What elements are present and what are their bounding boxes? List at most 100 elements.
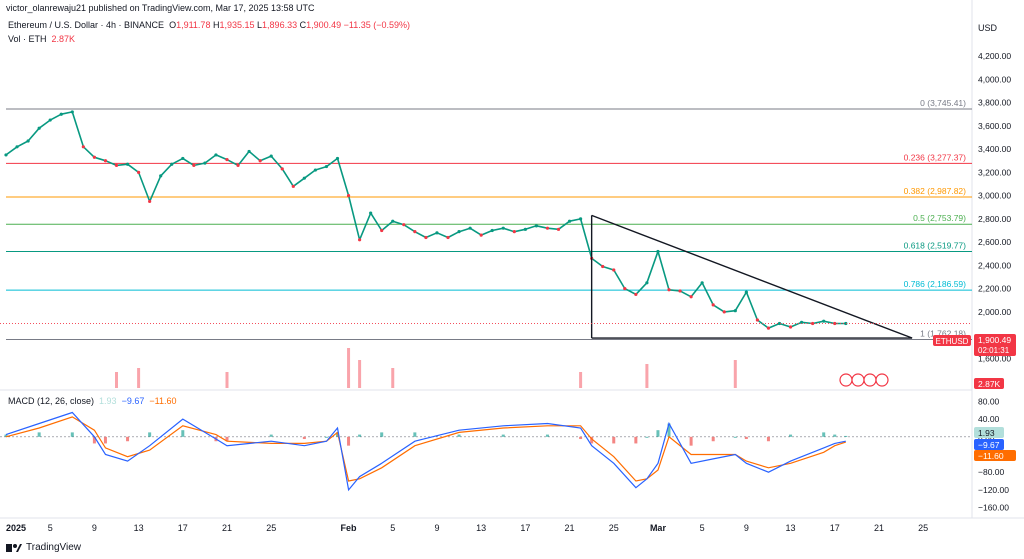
fib-level-label: 0 (3,745.41) — [920, 98, 966, 108]
price-point — [92, 155, 96, 159]
macd-histogram-bar — [833, 434, 837, 437]
price-tick-label: 2,800.00 — [978, 214, 1011, 224]
price-point — [468, 226, 472, 230]
price-point — [247, 149, 251, 154]
descending-trendline — [591, 214, 913, 339]
price-point — [744, 290, 748, 294]
time-tick-label: 9 — [744, 523, 749, 533]
macd-histogram-bar — [103, 436, 107, 444]
price-point — [181, 156, 185, 161]
fib-retracement[interactable]: 0 (3,745.41) 0.236 (3,277.37) 0.382 (2,987… — [6, 98, 972, 341]
macd-histogram-bar — [37, 432, 41, 437]
time-tick-label: 5 — [700, 523, 705, 533]
price-point — [313, 168, 317, 172]
currency-label: USD — [978, 23, 998, 33]
price-point — [324, 164, 329, 169]
price-point — [656, 249, 660, 254]
price-point — [4, 153, 8, 157]
price-point — [37, 126, 41, 130]
volume-bar — [358, 360, 362, 388]
price-point — [667, 288, 671, 292]
flag-icon[interactable] — [863, 373, 877, 387]
price-point — [523, 227, 527, 231]
flag-icon[interactable] — [851, 373, 865, 387]
macd-histogram-bar — [634, 436, 638, 444]
price-tick-label: 4,200.00 — [978, 51, 1011, 61]
macd-histogram-bar — [4, 434, 8, 437]
tradingview-logo-icon — [6, 543, 22, 552]
macd-histogram-bar — [789, 434, 793, 437]
volume-value: 2.87K — [51, 34, 76, 44]
price-point — [446, 235, 450, 240]
macd-legend[interactable]: MACD (12, 26, close) 1.93 −9.67 −11.60 — [8, 396, 177, 406]
low-value: 1,896.33 — [262, 20, 298, 30]
price-point — [148, 199, 152, 204]
symbol-badge — [933, 335, 971, 346]
time-axis[interactable]: 2025 5 9 13 17 21 25 Feb 5 9 13 17 21 25 Mar 5 9 13 17 21 25 — [6, 523, 928, 533]
volume-bar — [115, 372, 118, 388]
descending-triangle[interactable] — [590, 214, 913, 339]
macd-histogram-bar — [579, 436, 583, 440]
price-point — [391, 219, 395, 223]
symbol-legend[interactable]: Ethereum / U.S. Dollar · 4h · BINANCE O1… — [8, 20, 410, 30]
price-point — [534, 224, 539, 228]
tradingview-logo[interactable]: TradingView — [6, 542, 81, 553]
volume-bar — [733, 360, 737, 388]
price-tick-label: 3,600.00 — [978, 121, 1011, 131]
time-tick-label: 9 — [434, 523, 439, 533]
flag-icon[interactable] — [839, 373, 853, 387]
fib-level-label: 0.786 (2,186.59) — [904, 279, 967, 289]
change-value: −11.35 (−0.59%) — [343, 20, 411, 30]
macd-histogram-bar — [501, 434, 505, 437]
volume-bars — [115, 348, 737, 388]
price-point — [258, 159, 262, 163]
macd-panel — [0, 411, 972, 492]
price-point — [634, 292, 638, 297]
last-price-badge — [974, 334, 1016, 356]
price-tick-label: 3,200.00 — [978, 167, 1011, 177]
time-tick-label: 9 — [92, 523, 97, 533]
flag-icon[interactable] — [875, 373, 889, 387]
high-label: H — [212, 20, 220, 30]
price-point — [457, 230, 461, 234]
symbol-badge-text: ETHUSD — [936, 337, 969, 346]
hist-badge-text: 1.93 — [978, 428, 995, 438]
macd-histogram-bar — [822, 432, 826, 437]
price-point — [335, 156, 340, 161]
open-value: 1,911.78 — [176, 20, 211, 30]
price-line — [5, 111, 846, 329]
macd-hist-value: 1.93 — [99, 396, 117, 406]
macd-histogram-bar — [645, 436, 649, 438]
macd-histogram-bar — [148, 432, 152, 437]
price-point — [103, 159, 108, 163]
price-point — [302, 176, 306, 180]
time-tick-label: 25 — [609, 523, 619, 533]
price-badge[interactable]: ETHUSD 1,900.49 02:01:31 — [933, 334, 1016, 356]
price-point — [114, 163, 119, 167]
last-price-text: 1,900.49 — [978, 335, 1011, 345]
price-point — [59, 112, 63, 116]
price-point — [203, 161, 207, 165]
volume-bar — [225, 372, 229, 388]
price-point — [291, 184, 295, 188]
tradingview-logo-text: TradingView — [26, 542, 82, 553]
price-tick-label: 1,600.00 — [978, 353, 1011, 363]
price-point — [380, 228, 384, 233]
price-tick-label: 2,400.00 — [978, 260, 1011, 270]
macd-histogram-bar — [766, 436, 770, 442]
price-axis[interactable]: 4,200.00 4,000.00 3,800.00 3,600.00 3,400.00… — [978, 51, 1011, 363]
price-point — [579, 217, 583, 221]
macd-histogram-bar — [590, 436, 594, 444]
volume-legend[interactable]: Vol · ETH 2.87K — [8, 34, 75, 44]
macd-line — [5, 411, 846, 492]
price-tick-label: 3,000.00 — [978, 191, 1011, 201]
macd-histogram-bar — [347, 436, 351, 446]
price-point — [137, 170, 141, 174]
event-icons[interactable] — [839, 373, 889, 387]
price-point — [501, 226, 505, 230]
macd-histogram-bar — [358, 434, 362, 437]
price-point — [269, 154, 273, 158]
time-tick-label: 13 — [786, 523, 796, 533]
price-point — [601, 264, 605, 269]
